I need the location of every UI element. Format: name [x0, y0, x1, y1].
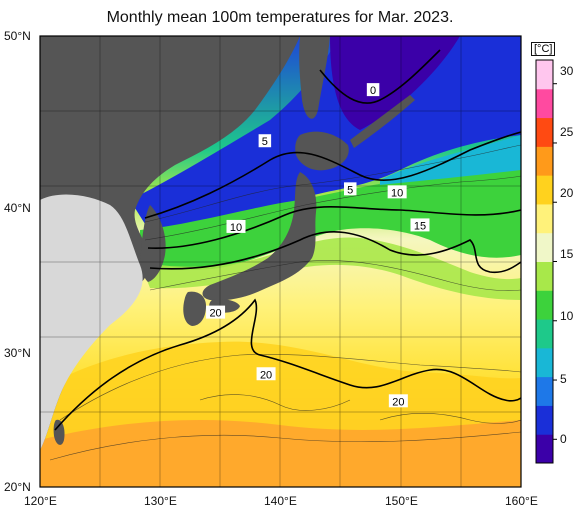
land-china [40, 194, 143, 450]
land-sakhalin [299, 36, 330, 119]
contour-label: 10 [391, 187, 403, 199]
contour-label-box [256, 367, 276, 381]
colorbar-segment [536, 117, 553, 147]
lat-label-30: 30°N [4, 346, 31, 360]
land-asia [40, 36, 300, 450]
colorbar-tick-10: 10 [560, 309, 574, 323]
colorbar-segment [536, 232, 553, 262]
contour-label-box [206, 305, 226, 319]
contour-label: 20 [392, 396, 404, 408]
colorbar-tick-25: 25 [560, 125, 574, 139]
contour-label: 0 [370, 85, 376, 97]
colorbar-tick-30: 30 [560, 64, 574, 78]
contour-labels: 0 5 5 10 10 15 20 20 20 [206, 83, 430, 408]
colorbar-segment [536, 376, 553, 406]
colorbar-segment [536, 88, 553, 119]
land-kyushu [183, 291, 206, 326]
contour-label-box [226, 219, 246, 233]
colorbar-segment [536, 203, 553, 234]
contour-label: 20 [209, 308, 221, 320]
light-green-zone [140, 237, 521, 300]
coldest-zone [330, 36, 460, 130]
colorbar-unit: [°C] [531, 42, 556, 56]
colorbar-segment [536, 146, 553, 176]
lon-label-120: 120°E [24, 494, 57, 508]
contour-label: 15 [414, 220, 426, 232]
lon-label-130: 130°E [144, 494, 177, 508]
contour-label: 5 [262, 136, 268, 148]
lon-label-150: 150°E [385, 494, 418, 508]
colorbar-segment [536, 405, 553, 435]
hot-zone [40, 420, 521, 487]
colorbar-segment [536, 290, 553, 320]
contour-label-box [366, 83, 380, 97]
contour-label: 20 [260, 369, 272, 381]
lon-label-140: 140°E [264, 494, 297, 508]
grid [40, 36, 521, 487]
contour-label-box [343, 182, 357, 196]
map-title: Monthly mean 100m temperatures for Mar. … [106, 9, 454, 26]
land-kuril [350, 95, 415, 148]
colorbar-tick-0: 0 [560, 432, 567, 446]
colorbar-tick-20: 20 [560, 186, 574, 200]
contour-label: 10 [230, 222, 242, 234]
map-frame [39, 35, 522, 488]
contour-label-box [410, 218, 430, 232]
land-honshu [202, 172, 317, 301]
colorbar-tick-15: 15 [560, 247, 574, 261]
colorbar-tick-5: 5 [560, 372, 567, 386]
colorbar-segment [536, 261, 553, 291]
lat-label-50: 50°N [4, 29, 31, 43]
colorbar-segment [536, 175, 553, 205]
isotherm-10 [147, 205, 521, 249]
colorbar [535, 59, 557, 464]
contour-label-box [258, 134, 272, 148]
contour-label-box [387, 185, 407, 199]
isotherm-20 [54, 298, 521, 431]
land-korea [140, 205, 166, 282]
land-taiwan [53, 419, 65, 445]
isotherm-0 [319, 49, 441, 104]
land-hokkaido [295, 131, 349, 171]
lon-label-160: 160°E [505, 494, 538, 508]
colorbar-segment [536, 434, 553, 464]
colorbar-segment [536, 319, 553, 349]
colorbar-segment [536, 60, 553, 90]
contour-label-box [388, 394, 408, 408]
lat-label-20: 20°N [4, 480, 31, 494]
lat-label-40: 40°N [4, 201, 31, 215]
isotherm-15 [149, 231, 521, 274]
colorbar-segment [536, 347, 553, 378]
contour-label: 5 [347, 184, 353, 196]
green-zone [140, 168, 521, 270]
